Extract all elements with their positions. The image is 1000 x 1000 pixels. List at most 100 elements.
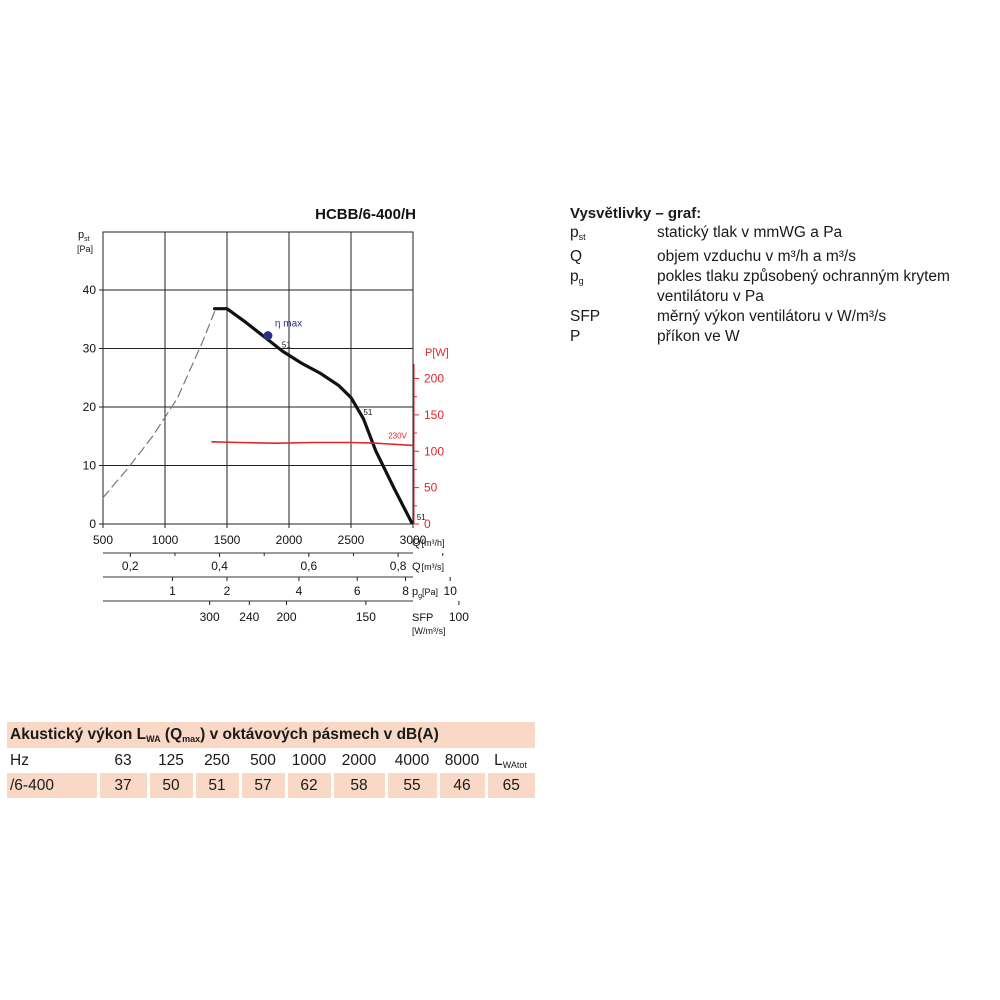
operating-point-label: 51 bbox=[417, 513, 426, 522]
pg-scale-label: pg[Pa] bbox=[412, 586, 438, 600]
y-tick-label: 40 bbox=[83, 283, 97, 297]
y-tick-label: 10 bbox=[83, 459, 97, 473]
legend-title: Vysvětlivky – graf: bbox=[570, 205, 702, 222]
legend-description: objem vzduchu v m³/h a m³/s bbox=[657, 248, 856, 265]
table-cell-value: 37 bbox=[96, 773, 148, 798]
table-cell-value: 58 bbox=[330, 773, 386, 798]
table-cell-value: 55 bbox=[384, 773, 438, 798]
legend-item: pg pokles tlaku způsobený ochranným kryte… bbox=[570, 267, 1000, 307]
power-axis-label: P[W] bbox=[425, 347, 449, 359]
operating-point-label: 51 bbox=[363, 408, 372, 417]
eta-max-marker bbox=[263, 331, 273, 341]
table-cell-value: 62 bbox=[284, 773, 332, 798]
legend-symbol: Q bbox=[570, 248, 583, 265]
y-axis-ticks: 0 10 20 30 40 bbox=[83, 283, 103, 531]
sfp-scale-label: SFP bbox=[412, 612, 433, 624]
series-line-pressure bbox=[213, 307, 414, 525]
sfp-tick-label: 200 bbox=[277, 610, 297, 624]
sfp-tick-label: 100 bbox=[449, 610, 469, 624]
x-tick-label: 2000 bbox=[276, 533, 303, 547]
sfp-scale-unit: [W/m³/s] bbox=[412, 626, 446, 636]
legend-description: měrný výkon ventilátoru v W/m³/s bbox=[657, 308, 887, 325]
legend-description: pokles tlaku způsobený ochranným krytem … bbox=[657, 268, 950, 305]
plot-frame bbox=[102, 231, 414, 525]
power-tick-label: 0 bbox=[424, 517, 431, 531]
operating-point-label: 51 bbox=[282, 341, 291, 350]
chart-series bbox=[102, 307, 414, 525]
x-tick-label: 500 bbox=[93, 533, 113, 547]
power-tick-label: 50 bbox=[424, 481, 438, 495]
table-header-total: LWAtot bbox=[494, 751, 527, 770]
pg-tick-label: 4 bbox=[296, 584, 303, 598]
legend-item: SFP měrný výkon ventilátoru v W/m³/s bbox=[570, 307, 1000, 327]
table-header-band: 125 bbox=[158, 751, 184, 769]
table-cell-total: 65 bbox=[484, 773, 535, 798]
y-tick-label: 30 bbox=[83, 342, 97, 356]
legend-panel: Vysvětlivky – graf: pst statický tlak v m… bbox=[570, 204, 1000, 347]
table-header-band: 4000 bbox=[394, 751, 430, 769]
m3s-tick-label: 0,8 bbox=[390, 559, 407, 573]
m3s-scale-ticks: 0,2 0,4 0,6 0,8 bbox=[122, 553, 444, 573]
power-tick-label: 200 bbox=[424, 372, 444, 386]
pg-tick-label: 2 bbox=[224, 584, 231, 598]
power-tick-label: 100 bbox=[424, 444, 444, 458]
pg-tick-label: 1 bbox=[169, 584, 176, 598]
table-header-band: 500 bbox=[250, 751, 276, 769]
table-cell-value: 50 bbox=[146, 773, 194, 798]
x-tick-label: 2500 bbox=[338, 533, 365, 547]
sfp-tick-label: 240 bbox=[239, 610, 259, 624]
table-cell-value: 57 bbox=[238, 773, 286, 798]
pg-tick-label: 10 bbox=[444, 584, 458, 598]
table-header-band: 63 bbox=[114, 751, 132, 769]
legend-description: statický tlak v mmWG a Pa bbox=[657, 224, 843, 241]
legend-symbol: SFP bbox=[570, 308, 601, 325]
m3s-tick-label: 0,6 bbox=[300, 559, 317, 573]
table-row-label: /6-400 bbox=[7, 773, 98, 798]
legend-symbol: P bbox=[570, 328, 581, 345]
x-tick-label: 1500 bbox=[214, 533, 241, 547]
m3s-scale-label: Q[m³/s] bbox=[412, 561, 444, 573]
chart-grid bbox=[102, 231, 414, 525]
series-line-pressure-unstable bbox=[102, 311, 216, 499]
table-header-hz: Hz bbox=[10, 751, 29, 769]
eta-max-label: η max bbox=[275, 319, 302, 330]
power-tick-label: 150 bbox=[424, 408, 444, 422]
y-axis-label: pst bbox=[78, 229, 90, 243]
power-series-label: 230V bbox=[388, 432, 407, 441]
series-line-power bbox=[211, 441, 414, 447]
table-cell-value: 46 bbox=[436, 773, 486, 798]
table-header-band: 8000 bbox=[444, 751, 480, 769]
legend-description: příkon ve W bbox=[657, 328, 740, 345]
power-axis-ticks: 0 50 100 150 200 bbox=[414, 372, 444, 531]
table-cell-value: 51 bbox=[192, 773, 240, 798]
x-axis-label: Q[m³/h] bbox=[412, 537, 445, 549]
table-header-band: 2000 bbox=[341, 751, 377, 769]
sfp-tick-label: 150 bbox=[356, 610, 376, 624]
sfp-scale-ticks: 300 240 200 150 100 bbox=[200, 601, 469, 624]
x-axis-ticks: 500 1000 1500 2000 2500 3000 bbox=[93, 524, 427, 547]
x-tick-label: 1000 bbox=[152, 533, 179, 547]
sfp-tick-label: 300 bbox=[200, 610, 220, 624]
table-header-band: 1000 bbox=[291, 751, 327, 769]
x-tick-label: 3000 bbox=[400, 533, 427, 547]
pg-tick-label: 8 bbox=[402, 584, 409, 598]
y-tick-label: 0 bbox=[89, 517, 96, 531]
pg-tick-label: 6 bbox=[354, 584, 361, 598]
sound-table-title-row: Akustický výkon LWA (Qmax) v oktávových … bbox=[7, 722, 535, 748]
sound-table-title: Akustický výkon LWA (Qmax) v oktávových … bbox=[7, 722, 535, 748]
legend-symbol: pst bbox=[570, 224, 586, 242]
m3s-tick-label: 0,2 bbox=[122, 559, 139, 573]
sound-table-header-row: Hz 63 125 250 500 1000 2000 4000 8000 LWAtot bbox=[7, 748, 535, 773]
table-header-band: 250 bbox=[204, 751, 230, 769]
legend-symbol: pg bbox=[570, 268, 584, 286]
y-tick-label: 20 bbox=[83, 400, 97, 414]
sound-power-table: Akustický výkon LWA (Qmax) v oktávových … bbox=[7, 722, 535, 798]
legend-item: pst statický tlak v mmWG a Pa bbox=[570, 223, 1000, 247]
pg-scale-ticks: 1 2 4 6 8 10 bbox=[169, 577, 457, 598]
sound-table-data-row: /6-400 37 50 51 57 62 58 55 46 65 bbox=[7, 773, 535, 798]
y-axis-unit: [Pa] bbox=[77, 244, 93, 254]
